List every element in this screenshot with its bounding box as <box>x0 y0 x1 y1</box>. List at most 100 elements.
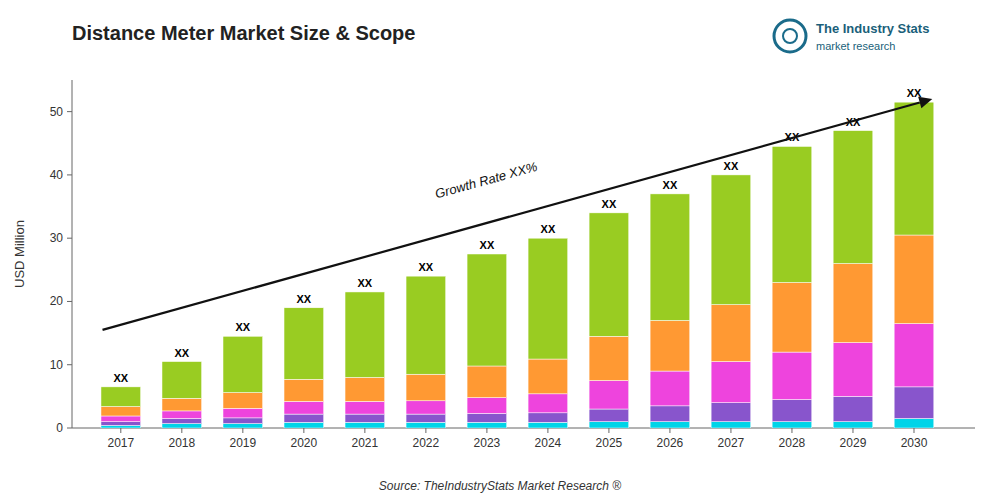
x-tick <box>486 428 487 433</box>
bar-segment <box>650 194 690 321</box>
source-text: Source: TheIndustryStats Market Research… <box>379 479 621 493</box>
x-tick-label: 2028 <box>779 436 806 450</box>
y-tick-label: 50 <box>50 105 64 119</box>
bar-label: XX <box>297 293 312 305</box>
bar-segment <box>772 400 812 422</box>
bars <box>101 102 934 428</box>
bar-segment <box>406 414 446 422</box>
bar-segment <box>162 411 202 419</box>
bar-label: XX <box>174 347 189 359</box>
growth-arrow-head <box>918 97 932 109</box>
y-tick-label: 0 <box>56 421 63 435</box>
x-tick-label: 2020 <box>290 436 317 450</box>
x-tick <box>181 428 182 433</box>
bar-label: XX <box>235 321 250 333</box>
bar-segment <box>223 424 263 428</box>
bar-segment <box>101 406 141 415</box>
x-tick-label: 2019 <box>229 436 256 450</box>
growth-label: Growth Rate XX% <box>433 159 539 202</box>
x-tick <box>669 428 670 433</box>
bar-label: XX <box>419 261 434 273</box>
bar-segment <box>162 398 202 411</box>
bar-segment <box>589 409 629 422</box>
bar-segment <box>528 413 568 422</box>
y-axis-line <box>72 80 73 428</box>
bar-segment <box>833 263 873 342</box>
bar-segment <box>650 320 690 371</box>
bar-segment <box>406 401 446 414</box>
bar-segment <box>528 238 568 359</box>
bar-segment <box>711 422 751 428</box>
x-tick-label: 2017 <box>107 436 134 450</box>
bar-segment <box>406 374 446 401</box>
x-tick <box>730 428 731 433</box>
bar-label: XX <box>663 179 678 191</box>
y-tick <box>67 301 72 302</box>
bar-segment <box>284 401 324 414</box>
bar-segment <box>223 336 263 392</box>
background <box>0 0 1000 500</box>
x-tick-label: 2027 <box>718 436 745 450</box>
y-tick <box>67 238 72 239</box>
x-tick <box>425 428 426 433</box>
bar-segment <box>101 422 141 426</box>
bar-segment <box>833 422 873 428</box>
bar-label: XX <box>602 198 617 210</box>
bar-segment <box>345 292 385 377</box>
y-tick <box>67 428 72 429</box>
bar-segment <box>223 393 263 409</box>
bar-segment <box>650 422 690 428</box>
bar-segment <box>894 387 934 419</box>
bar-segment <box>528 394 568 413</box>
x-tick <box>608 428 609 433</box>
x-tick-label: 2022 <box>413 436 440 450</box>
y-tick <box>67 174 72 175</box>
bar-label: XX <box>724 160 739 172</box>
x-tick-label: 2026 <box>657 436 684 450</box>
y-tick <box>67 111 72 112</box>
x-tick-label: 2018 <box>168 436 195 450</box>
bar-segment <box>589 381 629 409</box>
bar-segment <box>589 213 629 336</box>
bar-segment <box>772 146 812 282</box>
y-tick-label: 20 <box>50 294 64 308</box>
bar-segment <box>162 424 202 428</box>
bar-segment <box>345 422 385 428</box>
bar-segment <box>894 235 934 324</box>
logo-ring <box>774 20 806 52</box>
bar-segment <box>406 422 446 428</box>
bar-segment <box>894 419 934 428</box>
x-tick <box>303 428 304 433</box>
axes: 0102030405020172018201920202021202220232… <box>50 80 975 450</box>
bar-segment <box>467 413 507 422</box>
bar-segment <box>162 419 202 424</box>
y-axis-label: USD Million <box>12 220 27 288</box>
bar-segment <box>650 406 690 422</box>
growth-arrow <box>103 102 920 329</box>
bar-segment <box>772 282 812 352</box>
bar-segment <box>223 408 263 417</box>
bar-segment <box>101 416 141 422</box>
annotations: XXXXXXXXXXXXXXXXXXXXXXXXXXXXGrowth Rate … <box>103 87 933 493</box>
x-tick-label: 2021 <box>352 436 379 450</box>
logo: The Industry Stats market research <box>774 20 929 52</box>
bar-segment <box>467 398 507 414</box>
x-tick-label: 2023 <box>474 436 501 450</box>
bar-segment <box>833 396 873 421</box>
bar-segment <box>467 422 507 428</box>
bar-segment <box>284 308 324 379</box>
bar-label: XX <box>358 277 373 289</box>
x-tick <box>547 428 548 433</box>
x-tick <box>242 428 243 433</box>
logo-text: The Industry Stats <box>816 21 929 36</box>
bar-segment <box>711 175 751 305</box>
logo-text: market research <box>816 40 895 52</box>
x-tick-label: 2024 <box>535 436 562 450</box>
x-tick <box>791 428 792 433</box>
x-tick-label: 2030 <box>901 436 928 450</box>
bar-segment <box>101 387 141 407</box>
x-tick <box>364 428 365 433</box>
bar-segment <box>833 131 873 264</box>
chart: Distance Meter Market Size & ScopeUSD Mi… <box>0 0 1000 500</box>
bar-segment <box>772 352 812 399</box>
